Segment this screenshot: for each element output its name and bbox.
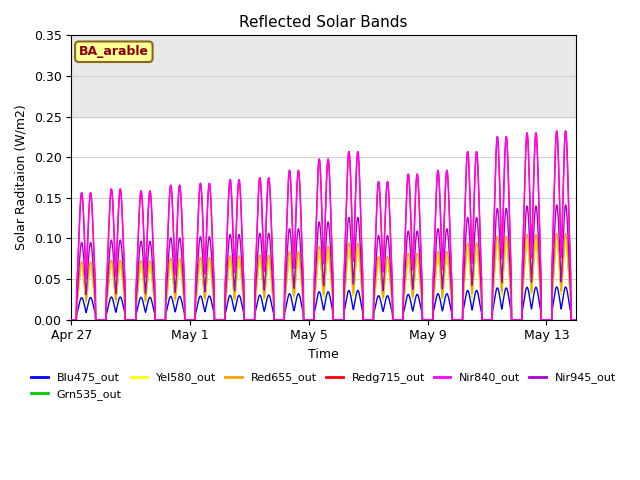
Redg715_out xyxy=(182,317,189,323)
Yel580_out xyxy=(288,274,296,279)
Red655_out xyxy=(268,271,275,277)
Title: Reflected Solar Bands: Reflected Solar Bands xyxy=(239,15,408,30)
Nir840_out xyxy=(591,126,599,132)
Yel580_out xyxy=(591,238,599,244)
Text: BA_arable: BA_arable xyxy=(79,45,149,58)
Redg715_out xyxy=(67,317,75,323)
Red655_out xyxy=(602,317,609,323)
Nir945_out xyxy=(288,253,296,259)
Yel580_out xyxy=(285,255,293,261)
Redg715_out xyxy=(285,168,293,173)
Nir840_out xyxy=(602,317,609,323)
Redg715_out xyxy=(288,212,296,217)
Grn535_out xyxy=(602,317,609,323)
Yel580_out xyxy=(182,317,189,323)
Blu475_out xyxy=(285,291,293,297)
Line: Redg715_out: Redg715_out xyxy=(71,129,605,320)
Nir840_out xyxy=(268,217,275,223)
Bar xyxy=(71,0,576,117)
Nir945_out xyxy=(285,226,293,232)
Nir840_out xyxy=(285,168,293,173)
Nir945_out xyxy=(98,317,106,323)
Nir945_out xyxy=(268,256,275,262)
Red655_out xyxy=(67,317,75,323)
Grn535_out xyxy=(432,266,440,272)
Legend: Blu475_out, Grn535_out, Yel580_out, Red655_out, Redg715_out, Nir840_out, Nir945_: Blu475_out, Grn535_out, Yel580_out, Red6… xyxy=(27,368,621,404)
Grn535_out xyxy=(591,238,599,244)
Grn535_out xyxy=(98,317,106,323)
Redg715_out xyxy=(268,217,275,223)
Red655_out xyxy=(432,261,440,267)
Red655_out xyxy=(285,249,293,254)
Yel580_out xyxy=(268,276,275,281)
Redg715_out xyxy=(591,126,599,132)
Redg715_out xyxy=(432,194,440,200)
Nir840_out xyxy=(182,317,189,323)
Line: Red655_out: Red655_out xyxy=(71,233,605,320)
Line: Nir840_out: Nir840_out xyxy=(71,129,605,320)
Red655_out xyxy=(288,269,296,275)
Nir840_out xyxy=(98,317,106,323)
Yel580_out xyxy=(98,317,106,323)
Line: Nir945_out: Nir945_out xyxy=(71,204,605,320)
Y-axis label: Solar Raditaion (W/m2): Solar Raditaion (W/m2) xyxy=(15,105,28,251)
Red655_out xyxy=(98,317,106,323)
Redg715_out xyxy=(98,317,106,323)
Blu475_out xyxy=(268,300,275,305)
Nir945_out xyxy=(591,201,599,206)
Grn535_out xyxy=(288,274,296,279)
Line: Grn535_out: Grn535_out xyxy=(71,241,605,320)
Grn535_out xyxy=(285,255,293,261)
Blu475_out xyxy=(98,317,106,323)
Grn535_out xyxy=(182,317,189,323)
Blu475_out xyxy=(288,299,296,304)
Nir840_out xyxy=(288,212,296,217)
Line: Yel580_out: Yel580_out xyxy=(71,241,605,320)
X-axis label: Time: Time xyxy=(308,348,339,361)
Nir945_out xyxy=(432,242,440,248)
Blu475_out xyxy=(67,317,75,323)
Nir945_out xyxy=(602,317,609,323)
Line: Blu475_out: Blu475_out xyxy=(71,287,605,320)
Yel580_out xyxy=(67,317,75,323)
Nir945_out xyxy=(182,317,189,323)
Yel580_out xyxy=(602,317,609,323)
Nir840_out xyxy=(67,317,75,323)
Blu475_out xyxy=(432,296,440,301)
Blu475_out xyxy=(591,284,599,289)
Blu475_out xyxy=(182,317,189,323)
Nir945_out xyxy=(67,317,75,323)
Grn535_out xyxy=(67,317,75,323)
Red655_out xyxy=(182,317,189,323)
Grn535_out xyxy=(268,276,275,281)
Nir840_out xyxy=(432,194,440,200)
Redg715_out xyxy=(602,317,609,323)
Yel580_out xyxy=(432,266,440,272)
Red655_out xyxy=(591,230,599,236)
Blu475_out xyxy=(602,317,609,323)
